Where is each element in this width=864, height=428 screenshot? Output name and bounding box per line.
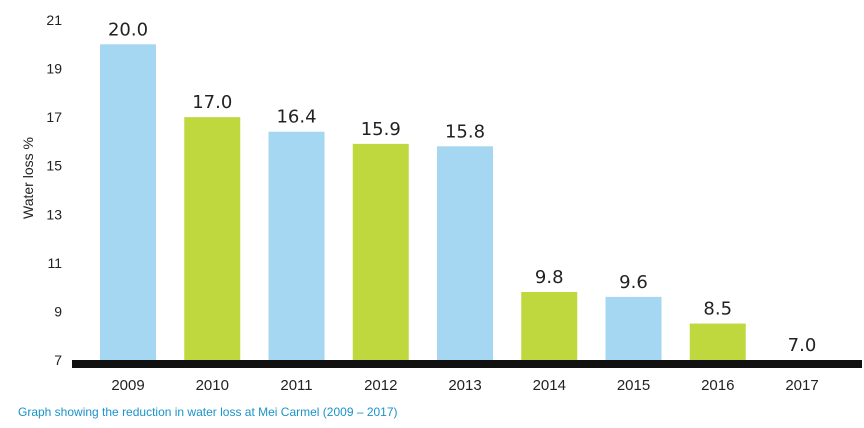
data-label-2014: 9.8 xyxy=(535,267,564,288)
x-tick-label-2012: 2012 xyxy=(364,377,397,394)
x-tick-label-2017: 2017 xyxy=(785,377,818,394)
y-tick-label: 7 xyxy=(54,352,62,368)
data-label-2010: 17.0 xyxy=(192,92,232,113)
y-tick-label: 13 xyxy=(46,206,62,222)
x-tick-label-2014: 2014 xyxy=(533,377,566,394)
x-tick-label-2011: 2011 xyxy=(280,377,312,394)
bar-2013 xyxy=(437,146,493,360)
x-tick-label-2010: 2010 xyxy=(196,377,229,394)
bar-2016 xyxy=(689,323,746,360)
bar-2012 xyxy=(352,143,409,360)
x-axis-baseline xyxy=(72,360,862,368)
data-label-2017: 7.0 xyxy=(788,335,817,356)
y-tick-label: 19 xyxy=(46,61,62,77)
x-tick-label-2015: 2015 xyxy=(617,377,650,394)
y-tick-label: 15 xyxy=(46,158,62,174)
x-tick-label-2009: 2009 xyxy=(111,377,144,394)
data-label-2013: 15.8 xyxy=(445,121,485,142)
y-tick-label: 21 xyxy=(46,12,62,28)
y-tick-label: 17 xyxy=(46,109,62,125)
data-label-2012: 15.9 xyxy=(361,119,401,140)
data-label-2015: 9.6 xyxy=(619,272,648,293)
bar-2011 xyxy=(268,131,325,360)
data-label-2011: 16.4 xyxy=(276,107,316,128)
x-tick-label-2016: 2016 xyxy=(701,377,734,394)
bar-2010 xyxy=(184,117,241,361)
bar-2009 xyxy=(100,44,156,361)
y-tick-label: 9 xyxy=(54,303,62,319)
chart-caption: Graph showing the reduction in water los… xyxy=(18,405,398,419)
x-tick-label-2013: 2013 xyxy=(448,377,481,394)
data-label-2009: 20.0 xyxy=(108,19,148,40)
y-tick-label: 11 xyxy=(47,255,62,271)
bar-2015 xyxy=(605,296,662,360)
y-axis-title: Water loss % xyxy=(20,137,36,219)
bar-2014 xyxy=(521,292,578,360)
data-label-2016: 8.5 xyxy=(703,299,732,320)
